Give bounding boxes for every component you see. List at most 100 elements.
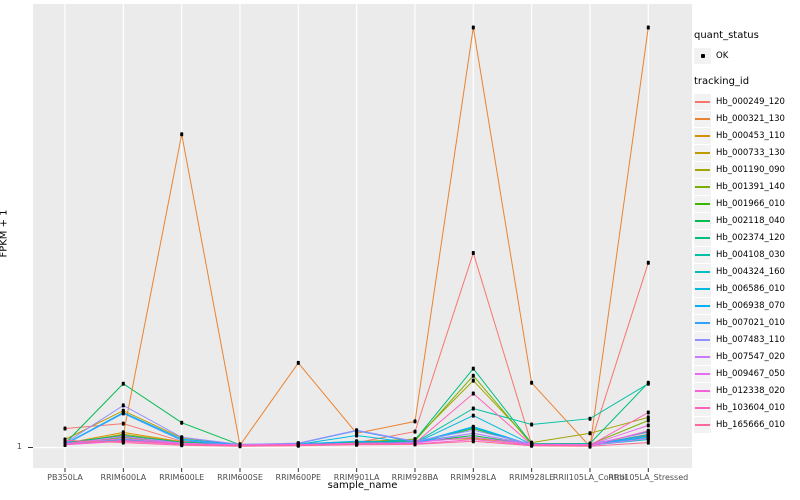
data-point bbox=[471, 413, 475, 418]
data-point bbox=[471, 428, 475, 433]
data-point bbox=[646, 440, 650, 445]
data-point bbox=[63, 426, 67, 431]
legend-key-icon bbox=[694, 382, 711, 399]
data-point bbox=[530, 422, 534, 427]
legend-key-icon bbox=[694, 127, 711, 144]
legend-key-icon bbox=[694, 195, 711, 212]
legend-key-icon bbox=[694, 93, 711, 110]
legend-item-tracking-id: Hb_103604_010 bbox=[694, 399, 798, 416]
x-tick-label: RRIM928BA bbox=[392, 473, 439, 482]
data-point bbox=[121, 381, 125, 386]
legend-item-tracking-id: Hb_000453_110 bbox=[694, 127, 798, 144]
data-point bbox=[63, 442, 67, 447]
series-color-line-icon bbox=[695, 406, 710, 409]
legend-item-label: Hb_012338_020 bbox=[716, 385, 785, 396]
data-point bbox=[180, 132, 184, 137]
data-point bbox=[296, 443, 300, 448]
legend-item-label: Hb_001391_140 bbox=[716, 181, 785, 192]
legend-item-label: Hb_000733_130 bbox=[716, 147, 785, 158]
legend-item-label: Hb_001966_010 bbox=[716, 198, 785, 209]
data-point bbox=[588, 444, 592, 449]
data-point bbox=[588, 431, 592, 436]
series-color-line-icon bbox=[695, 134, 710, 137]
legend-item-label: Hb_165666_010 bbox=[716, 419, 785, 430]
legend-key-icon bbox=[694, 263, 711, 280]
data-point bbox=[646, 418, 650, 423]
x-tick-label: RRIM901LA bbox=[334, 473, 380, 482]
legend-item-label: Hb_006938_070 bbox=[716, 300, 785, 311]
data-point bbox=[471, 378, 475, 383]
legend-item-quant-status: OK bbox=[694, 47, 798, 64]
x-tick-label: RRII105LA_Control bbox=[553, 473, 627, 482]
data-point bbox=[355, 433, 359, 438]
legend-key-icon bbox=[694, 314, 711, 331]
x-tick-label: RRIM928LE bbox=[509, 473, 554, 482]
data-point bbox=[588, 416, 592, 421]
data-point bbox=[471, 406, 475, 411]
legend-item-label: Hb_103604_010 bbox=[716, 402, 785, 413]
data-point bbox=[413, 429, 417, 434]
chart-panel bbox=[33, 4, 692, 468]
legend-item-label: Hb_007547_020 bbox=[716, 351, 785, 362]
legend-item-label: Hb_002118_040 bbox=[716, 215, 785, 226]
data-point bbox=[296, 360, 300, 365]
data-point bbox=[238, 444, 242, 449]
legend-key-icon bbox=[694, 212, 711, 229]
legend-key-icon bbox=[694, 110, 711, 127]
legend-item-label: Hb_006586_010 bbox=[716, 283, 785, 294]
data-point bbox=[471, 366, 475, 371]
legend-item-tracking-id: Hb_002374_120 bbox=[694, 229, 798, 246]
legend-key-icon bbox=[694, 280, 711, 297]
data-point bbox=[180, 443, 184, 448]
legend-item-tracking-id: Hb_001966_010 bbox=[694, 195, 798, 212]
legend-item-tracking-id: Hb_002118_040 bbox=[694, 212, 798, 229]
data-point bbox=[646, 415, 650, 420]
legend-item-tracking-id: Hb_012338_020 bbox=[694, 382, 798, 399]
data-point bbox=[121, 440, 125, 445]
series-color-line-icon bbox=[695, 236, 710, 239]
data-point bbox=[63, 438, 67, 443]
data-point bbox=[646, 428, 650, 433]
legend-item-label: Hb_000321_130 bbox=[716, 113, 785, 124]
x-tick-label: PB350LA bbox=[47, 473, 83, 482]
data-point bbox=[121, 403, 125, 408]
data-point bbox=[471, 424, 475, 429]
legend-item-tracking-id: Hb_001391_140 bbox=[694, 178, 798, 195]
data-point bbox=[180, 435, 184, 440]
data-point bbox=[530, 380, 534, 385]
legend-key-icon bbox=[694, 416, 711, 433]
series-color-line-icon bbox=[695, 423, 710, 426]
data-point bbox=[355, 428, 359, 433]
series-color-line-icon bbox=[695, 151, 710, 154]
legend-key-icon bbox=[694, 348, 711, 365]
legend-key-icon bbox=[694, 47, 711, 64]
series-color-line-icon bbox=[695, 100, 710, 103]
series-color-line-icon bbox=[695, 304, 710, 307]
legend-item-label: OK bbox=[716, 50, 729, 61]
data-point bbox=[471, 373, 475, 378]
x-tick-label: RRIM600SE bbox=[217, 473, 263, 482]
x-axis-title: sample_name bbox=[327, 480, 398, 491]
data-point bbox=[121, 421, 125, 426]
series-color-line-icon bbox=[695, 372, 710, 375]
legend-key-icon bbox=[694, 178, 711, 195]
legend-key-icon bbox=[694, 297, 711, 314]
x-tick-label: RRII105LA_Stressed bbox=[608, 473, 688, 482]
legend-item-label: Hb_009467_050 bbox=[716, 368, 785, 379]
legend-item-label: Hb_004108_030 bbox=[716, 249, 785, 260]
data-point bbox=[121, 411, 125, 416]
x-tick-label: RRIM600LA bbox=[100, 473, 146, 482]
y-tick-label: 1 bbox=[16, 442, 22, 451]
legend-title-tracking-id: tracking_id bbox=[694, 76, 750, 87]
legend-item-tracking-id: Hb_165666_010 bbox=[694, 416, 798, 433]
legend-key-icon bbox=[694, 365, 711, 382]
data-point bbox=[471, 431, 475, 436]
series-color-line-icon bbox=[695, 355, 710, 358]
legend-item-tracking-id: Hb_007547_020 bbox=[694, 348, 798, 365]
legend-item-tracking-id: Hb_009467_050 bbox=[694, 365, 798, 382]
legend-key-icon bbox=[694, 399, 711, 416]
data-point bbox=[646, 410, 650, 415]
data-point bbox=[471, 25, 475, 30]
data-point bbox=[646, 381, 650, 386]
